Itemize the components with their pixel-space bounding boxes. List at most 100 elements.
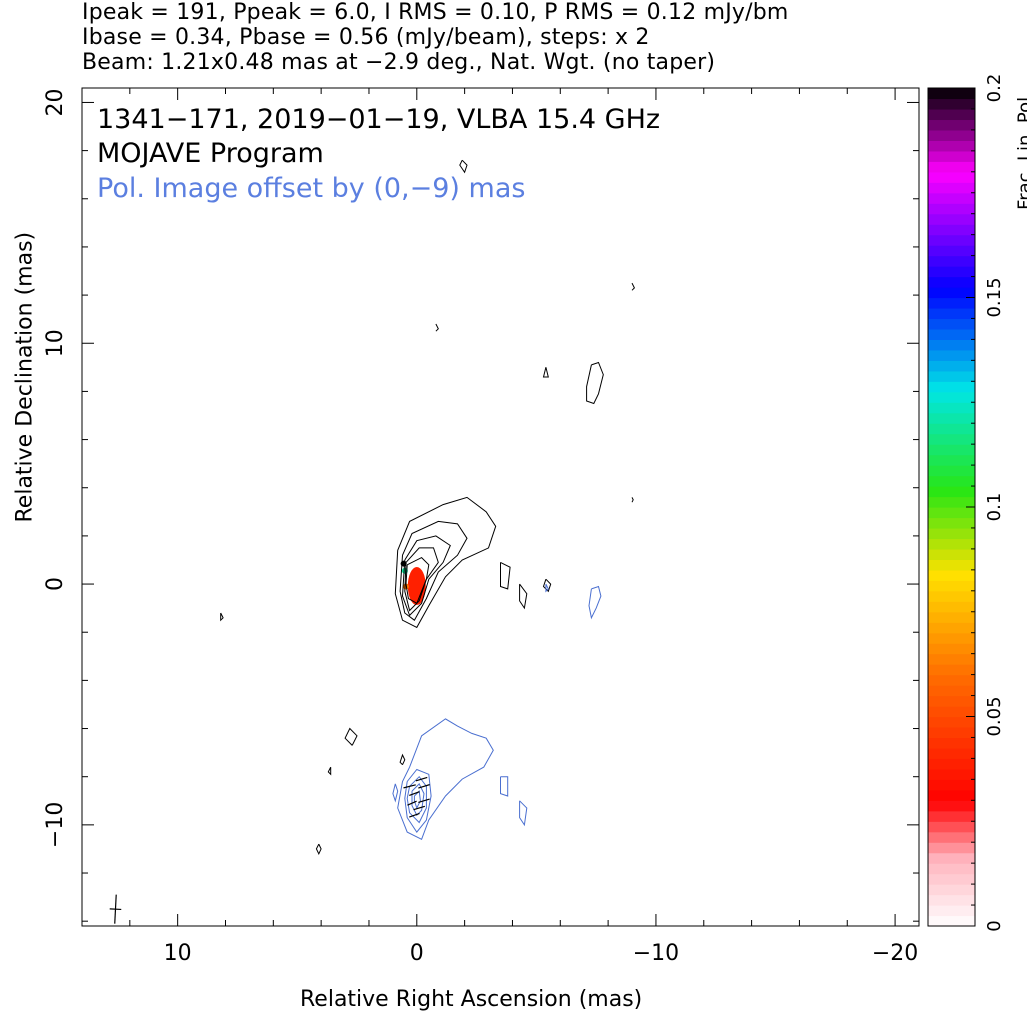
colorbar-cell <box>928 873 975 885</box>
colorbar-label: Frac. Lin. Pol. <box>1014 91 1027 210</box>
colorbar-cell <box>928 884 975 896</box>
x-tick-label: −10 <box>633 941 679 966</box>
colorbar-tick-label: 0.2 <box>984 74 1005 103</box>
colorbar-cell <box>928 601 975 613</box>
colorbar-cell <box>928 747 975 759</box>
colorbar-cell <box>928 737 975 749</box>
colorbar-cell <box>928 831 975 843</box>
header-line-3: Beam: 1.21x0.48 mas at −2.9 deg., Nat. W… <box>82 50 716 75</box>
y-tick-label: 10 <box>43 329 68 357</box>
y-tick-label: −10 <box>43 802 68 848</box>
colorbar-cell <box>928 507 975 519</box>
plot-title: 1341−171, 2019−01−19, VLBA 15.4 GHz <box>97 104 660 135</box>
polarization-contour <box>545 583 549 593</box>
colorbar-cell <box>928 276 975 288</box>
polarization-contour <box>404 768 432 833</box>
colorbar-cell <box>928 915 975 927</box>
colorbar-cell <box>928 108 975 121</box>
polarization-contour <box>411 783 425 817</box>
stokes-i-contour <box>327 766 332 776</box>
colorbar-cell <box>928 318 975 330</box>
colorbar-cell <box>928 370 975 382</box>
colorbar-cell <box>928 821 975 833</box>
colorbar-cell <box>928 674 975 686</box>
x-tick-label: −20 <box>872 941 918 966</box>
colorbar-cell <box>928 496 975 508</box>
colorbar-cell <box>928 726 975 739</box>
y-axis-label: Relative Declination (mas) <box>12 231 38 523</box>
colorbar-cell <box>928 643 975 655</box>
colorbar-cell <box>928 297 975 309</box>
colorbar-cell <box>928 580 975 592</box>
colorbar-cell <box>928 475 975 487</box>
evpa-vector <box>418 798 430 804</box>
colorbar-cell <box>928 339 975 351</box>
colorbar-cell <box>928 768 975 780</box>
colorbar-cell <box>928 894 975 906</box>
colorbar-cell <box>928 758 975 770</box>
x-tick-label: 0 <box>410 941 424 966</box>
colorbar-cell <box>928 863 975 875</box>
colorbar-tick-label: 0.05 <box>984 696 1005 736</box>
colorbar-cell <box>928 538 975 550</box>
colorbar-tick-label: 0 <box>984 920 1005 931</box>
colorbar-cell <box>928 789 975 801</box>
colorbar-cell <box>928 590 975 602</box>
data-layer <box>109 159 636 924</box>
colorbar-cell <box>928 444 975 456</box>
stokes-i-contour <box>519 583 528 610</box>
colorbar-cell <box>928 360 975 372</box>
colorbar-cell <box>928 569 975 581</box>
colorbar-cell <box>928 622 975 634</box>
stokes-i-contour <box>459 159 468 174</box>
axis-ticks: 10 0 −10 −20 −10 0 10 20 <box>43 88 919 966</box>
x-axis-label: Relative Right Ascension (mas) <box>300 987 643 1012</box>
colorbar-ticks: 0 0.05 0.1 0.15 0.2 <box>966 74 1005 932</box>
colorbar-cell <box>928 559 975 571</box>
colorbar-cell <box>928 119 975 131</box>
header-line-2: Ibase = 0.34, Pbase = 0.56 (mJy/beam), s… <box>82 25 650 50</box>
colorbar-cell <box>928 527 975 540</box>
evpa-vector <box>415 776 428 782</box>
colorbar-cell <box>928 129 975 141</box>
evpa-vector <box>413 805 426 811</box>
stokes-i-contour <box>586 361 604 405</box>
colorbar-tick-label: 0.1 <box>984 493 1005 522</box>
colorbar-cell <box>928 810 975 822</box>
stokes-i-contour <box>500 561 511 590</box>
colorbar <box>928 88 975 927</box>
colorbar-cell <box>928 213 975 225</box>
stokes-i-contour <box>542 367 549 378</box>
colorbar-cell <box>928 402 975 414</box>
colorbar-cell <box>928 664 975 676</box>
x-tick-label: 10 <box>164 941 192 966</box>
stokes-i-contour <box>435 323 439 332</box>
colorbar-cell <box>928 287 975 299</box>
colorbar-cell <box>928 245 975 257</box>
colorbar-cell <box>928 234 975 246</box>
colorbar-cell <box>928 349 975 361</box>
program-label: MOJAVE Program <box>97 138 324 169</box>
colorbar-cell <box>928 800 975 812</box>
colorbar-cell <box>928 454 975 466</box>
stokes-i-contour <box>631 282 636 291</box>
evpa-vector <box>418 784 430 789</box>
colorbar-cell <box>928 779 975 791</box>
colorbar-cell <box>928 307 975 320</box>
colorbar-cell <box>928 98 975 110</box>
colorbar-cell <box>928 706 975 718</box>
colorbar-cell <box>928 905 975 917</box>
colorbar-cell <box>928 255 975 267</box>
colorbar-cell <box>928 266 975 278</box>
colorbar-cell <box>928 182 975 194</box>
y-tick-label: 0 <box>43 577 68 591</box>
stokes-i-contour <box>315 843 322 855</box>
colorbar-cell <box>928 653 975 665</box>
colorbar-cell <box>928 695 975 707</box>
evpa-vector <box>409 791 420 796</box>
stokes-i-contour <box>344 727 358 746</box>
stokes-i-contour <box>405 556 430 605</box>
colorbar-cell <box>928 842 975 854</box>
header: Ipeak = 191, Ppeak = 6.0, I RMS = 0.10, … <box>82 0 982 75</box>
